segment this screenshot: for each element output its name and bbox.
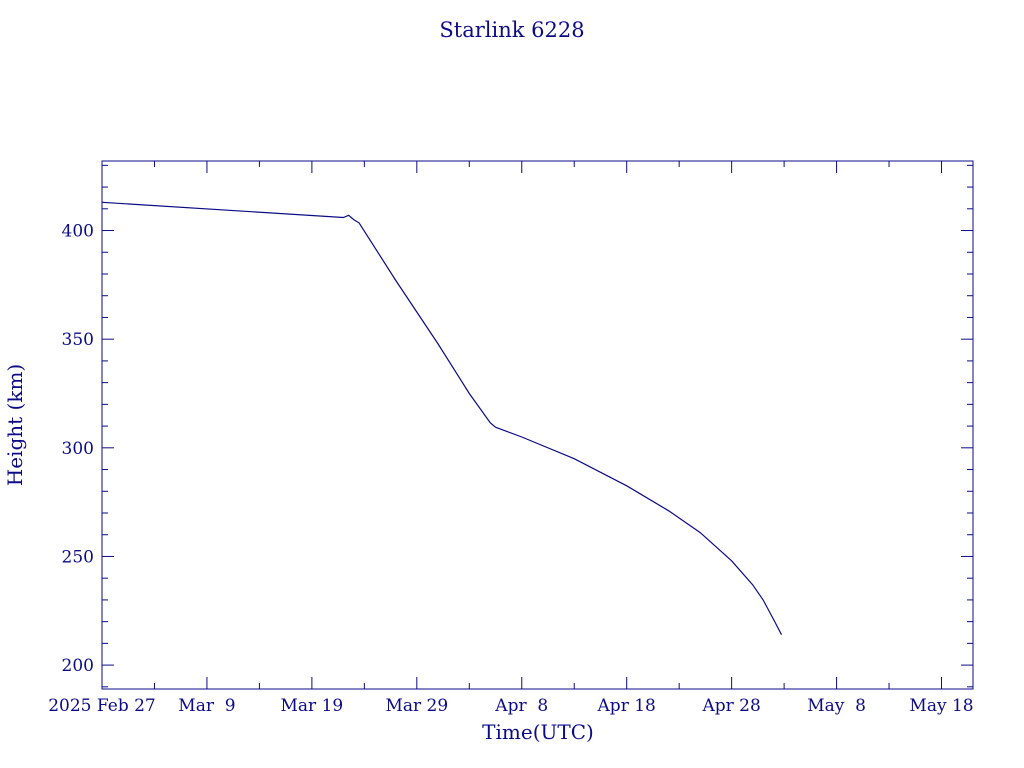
y-tick-label: 300 [62,439,94,459]
x-tick-label: Apr 8 [494,696,548,716]
x-tick-label: Mar 29 [385,696,448,716]
plot-frame [101,160,974,690]
y-axis-label: Height (km) [3,364,27,486]
y-tick-label: 350 [62,330,94,350]
x-tick-label: Mar 9 [178,696,235,716]
y-tick-label: 400 [62,222,94,242]
x-tick-label: Mar 19 [281,696,344,716]
x-tick-label: Apr 28 [701,696,760,716]
x-tick-label: 2025 Feb 27 [48,696,156,716]
y-axis: 200 250 300 350 400 [62,164,973,688]
x-axis: 2025 Feb 27 Mar 9 Mar 19 Mar 29 Apr 8 Apr 18 A… [48,161,974,716]
chart-title: Starlink 6228 [439,18,584,42]
x-tick-label: May 8 [807,696,866,716]
x-axis-label: Time(UTC) [482,720,594,744]
height-series-line [101,201,783,635]
x-tick-label: May 18 [909,696,973,716]
x-tick-label: Apr 18 [597,696,656,716]
y-tick-label: 250 [62,547,94,567]
y-tick-label: 200 [62,656,94,676]
